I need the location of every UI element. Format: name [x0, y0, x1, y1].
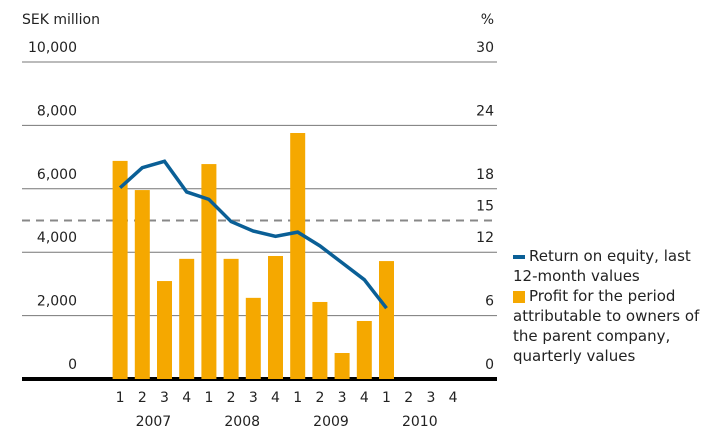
y-tick-label: 4,000: [37, 230, 77, 246]
x-tick-label: 3: [249, 390, 258, 406]
x-tick-label: 3: [338, 390, 347, 406]
bar: [290, 133, 306, 379]
y-tick-label: 0: [68, 357, 77, 373]
bar: [179, 258, 195, 379]
x-tick-label: 4: [271, 390, 280, 406]
legend-swatch: [513, 254, 525, 259]
y2-tick-label: 12: [476, 230, 494, 246]
line: [118, 159, 388, 310]
x-tick-label: 4: [449, 390, 458, 406]
y-tick-label: 2,000: [37, 294, 77, 310]
y2-tick-label: 6: [485, 294, 494, 310]
y2-tick-label: 24: [476, 103, 494, 119]
legend-label: Profit for the period attributable to ow…: [513, 287, 700, 365]
bar: [356, 320, 372, 379]
y-tick-label: 10,000: [28, 40, 77, 56]
x-tick-label: 3: [160, 390, 169, 406]
x-tick-label: 1: [116, 390, 125, 406]
bar: [223, 258, 239, 379]
bar: [201, 164, 217, 379]
y2-tick-label: 0: [485, 357, 494, 373]
x-tick-label: 2: [315, 390, 324, 406]
x-tick-label: 3: [426, 390, 435, 406]
bar: [312, 301, 328, 379]
year-label: 2010: [402, 414, 438, 428]
x-tick-label: 1: [293, 390, 302, 406]
year-label: 2009: [313, 414, 349, 428]
x-tick-label: 1: [204, 390, 213, 406]
x-tick-label: 2: [138, 390, 147, 406]
bar: [134, 190, 150, 379]
y-tick-label: 6,000: [37, 167, 77, 183]
y-tick-label: 8,000: [37, 103, 77, 119]
x-tick-label: 2: [404, 390, 413, 406]
legend-entry: Return on equity, last 12-month values: [513, 246, 703, 286]
reference-label: 15: [476, 199, 494, 215]
x-tick-label: 4: [360, 390, 369, 406]
bar: [334, 353, 350, 379]
y2-tick-label: 30: [476, 40, 494, 56]
y2-axis-title: %: [481, 12, 494, 28]
bar: [157, 281, 172, 379]
legend-swatch: [513, 290, 525, 303]
bar: [379, 261, 394, 379]
y2-tick-label: 18: [476, 167, 494, 183]
bar: [112, 160, 128, 379]
bar: [245, 297, 261, 379]
legend-label: Return on equity, last 12-month values: [513, 247, 691, 285]
x-tick-label: 4: [182, 390, 191, 406]
bar: [268, 256, 283, 379]
y-axis-title: SEK million: [22, 12, 100, 28]
legend: Return on equity, last 12-month values Pr…: [513, 246, 703, 366]
x-tick-label: 2: [227, 390, 236, 406]
year-label: 2008: [224, 414, 260, 428]
x-tick-label: 1: [382, 390, 391, 406]
legend-entry: Profit for the period attributable to ow…: [513, 286, 703, 366]
year-label: 2007: [136, 414, 172, 428]
